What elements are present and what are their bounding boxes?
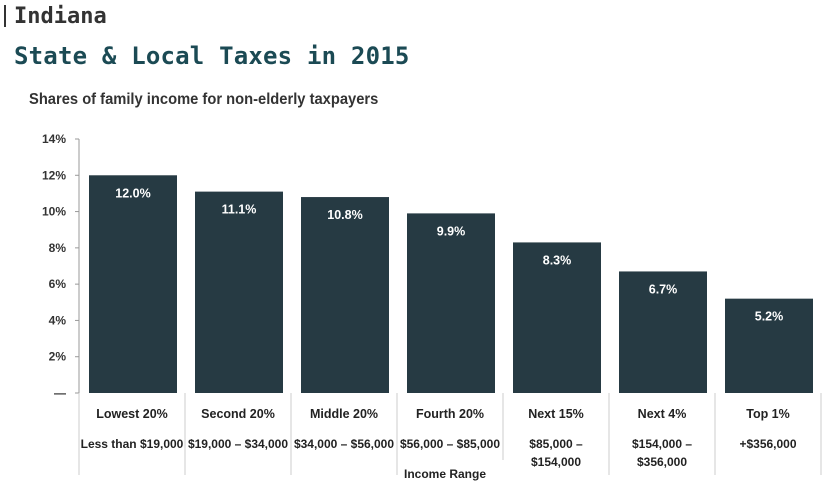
category-label: Next 15% xyxy=(528,407,584,421)
bar xyxy=(195,191,283,393)
y-tick-label: 10% xyxy=(42,205,66,219)
y-tick-label: 2% xyxy=(49,350,67,364)
income-range-label: Less than $19,000 xyxy=(81,437,184,451)
category-label: Lowest 20% xyxy=(96,407,168,421)
state-name: Indiana xyxy=(14,3,107,29)
data-label: 12.0% xyxy=(115,186,150,200)
bar xyxy=(725,298,813,393)
bar xyxy=(89,175,177,393)
category-label: Middle 20% xyxy=(310,407,378,421)
category-label: Second 20% xyxy=(201,407,275,421)
data-label: 8.3% xyxy=(543,253,572,267)
bar xyxy=(513,242,601,393)
state-header: Indiana xyxy=(4,2,107,30)
y-tick-label: 8% xyxy=(49,241,67,255)
data-label: 5.2% xyxy=(755,310,784,324)
data-label: 10.8% xyxy=(327,208,362,222)
income-range-label: $85,000 – xyxy=(529,437,583,451)
category-label: Top 1% xyxy=(746,407,790,421)
state-accent-bar xyxy=(4,5,6,27)
data-label: 9.9% xyxy=(437,224,466,238)
bar xyxy=(407,213,495,393)
data-label: 6.7% xyxy=(649,282,678,296)
y-tick-label: 4% xyxy=(49,313,67,327)
income-range-label: $34,000 – $56,000 xyxy=(294,437,394,451)
bar xyxy=(301,197,389,393)
x-axis-title: Income Range xyxy=(404,467,486,481)
data-label: 11.1% xyxy=(222,203,257,217)
page-title: State & Local Taxes in 2015 xyxy=(14,42,410,70)
y-tick-label: 6% xyxy=(49,277,67,291)
income-range-label: $154,000 – xyxy=(632,437,692,451)
income-range-label: +$356,000 xyxy=(739,437,796,451)
y-tick-label: 14% xyxy=(42,132,66,146)
category-label: Next 4% xyxy=(638,407,687,421)
y-tick-label: — xyxy=(54,386,66,400)
chart-subtitle: Shares of family income for non-elderly … xyxy=(29,91,379,108)
y-tick-label: 12% xyxy=(42,168,66,182)
category-label: Fourth 20% xyxy=(416,407,484,421)
income-range-label: $154,000 xyxy=(531,455,581,469)
income-range-label: $19,000 – $34,000 xyxy=(188,437,288,451)
income-range-label: $56,000 – $85,000 xyxy=(400,437,500,451)
bar xyxy=(619,271,707,393)
income-range-label: $356,000 xyxy=(637,455,687,469)
